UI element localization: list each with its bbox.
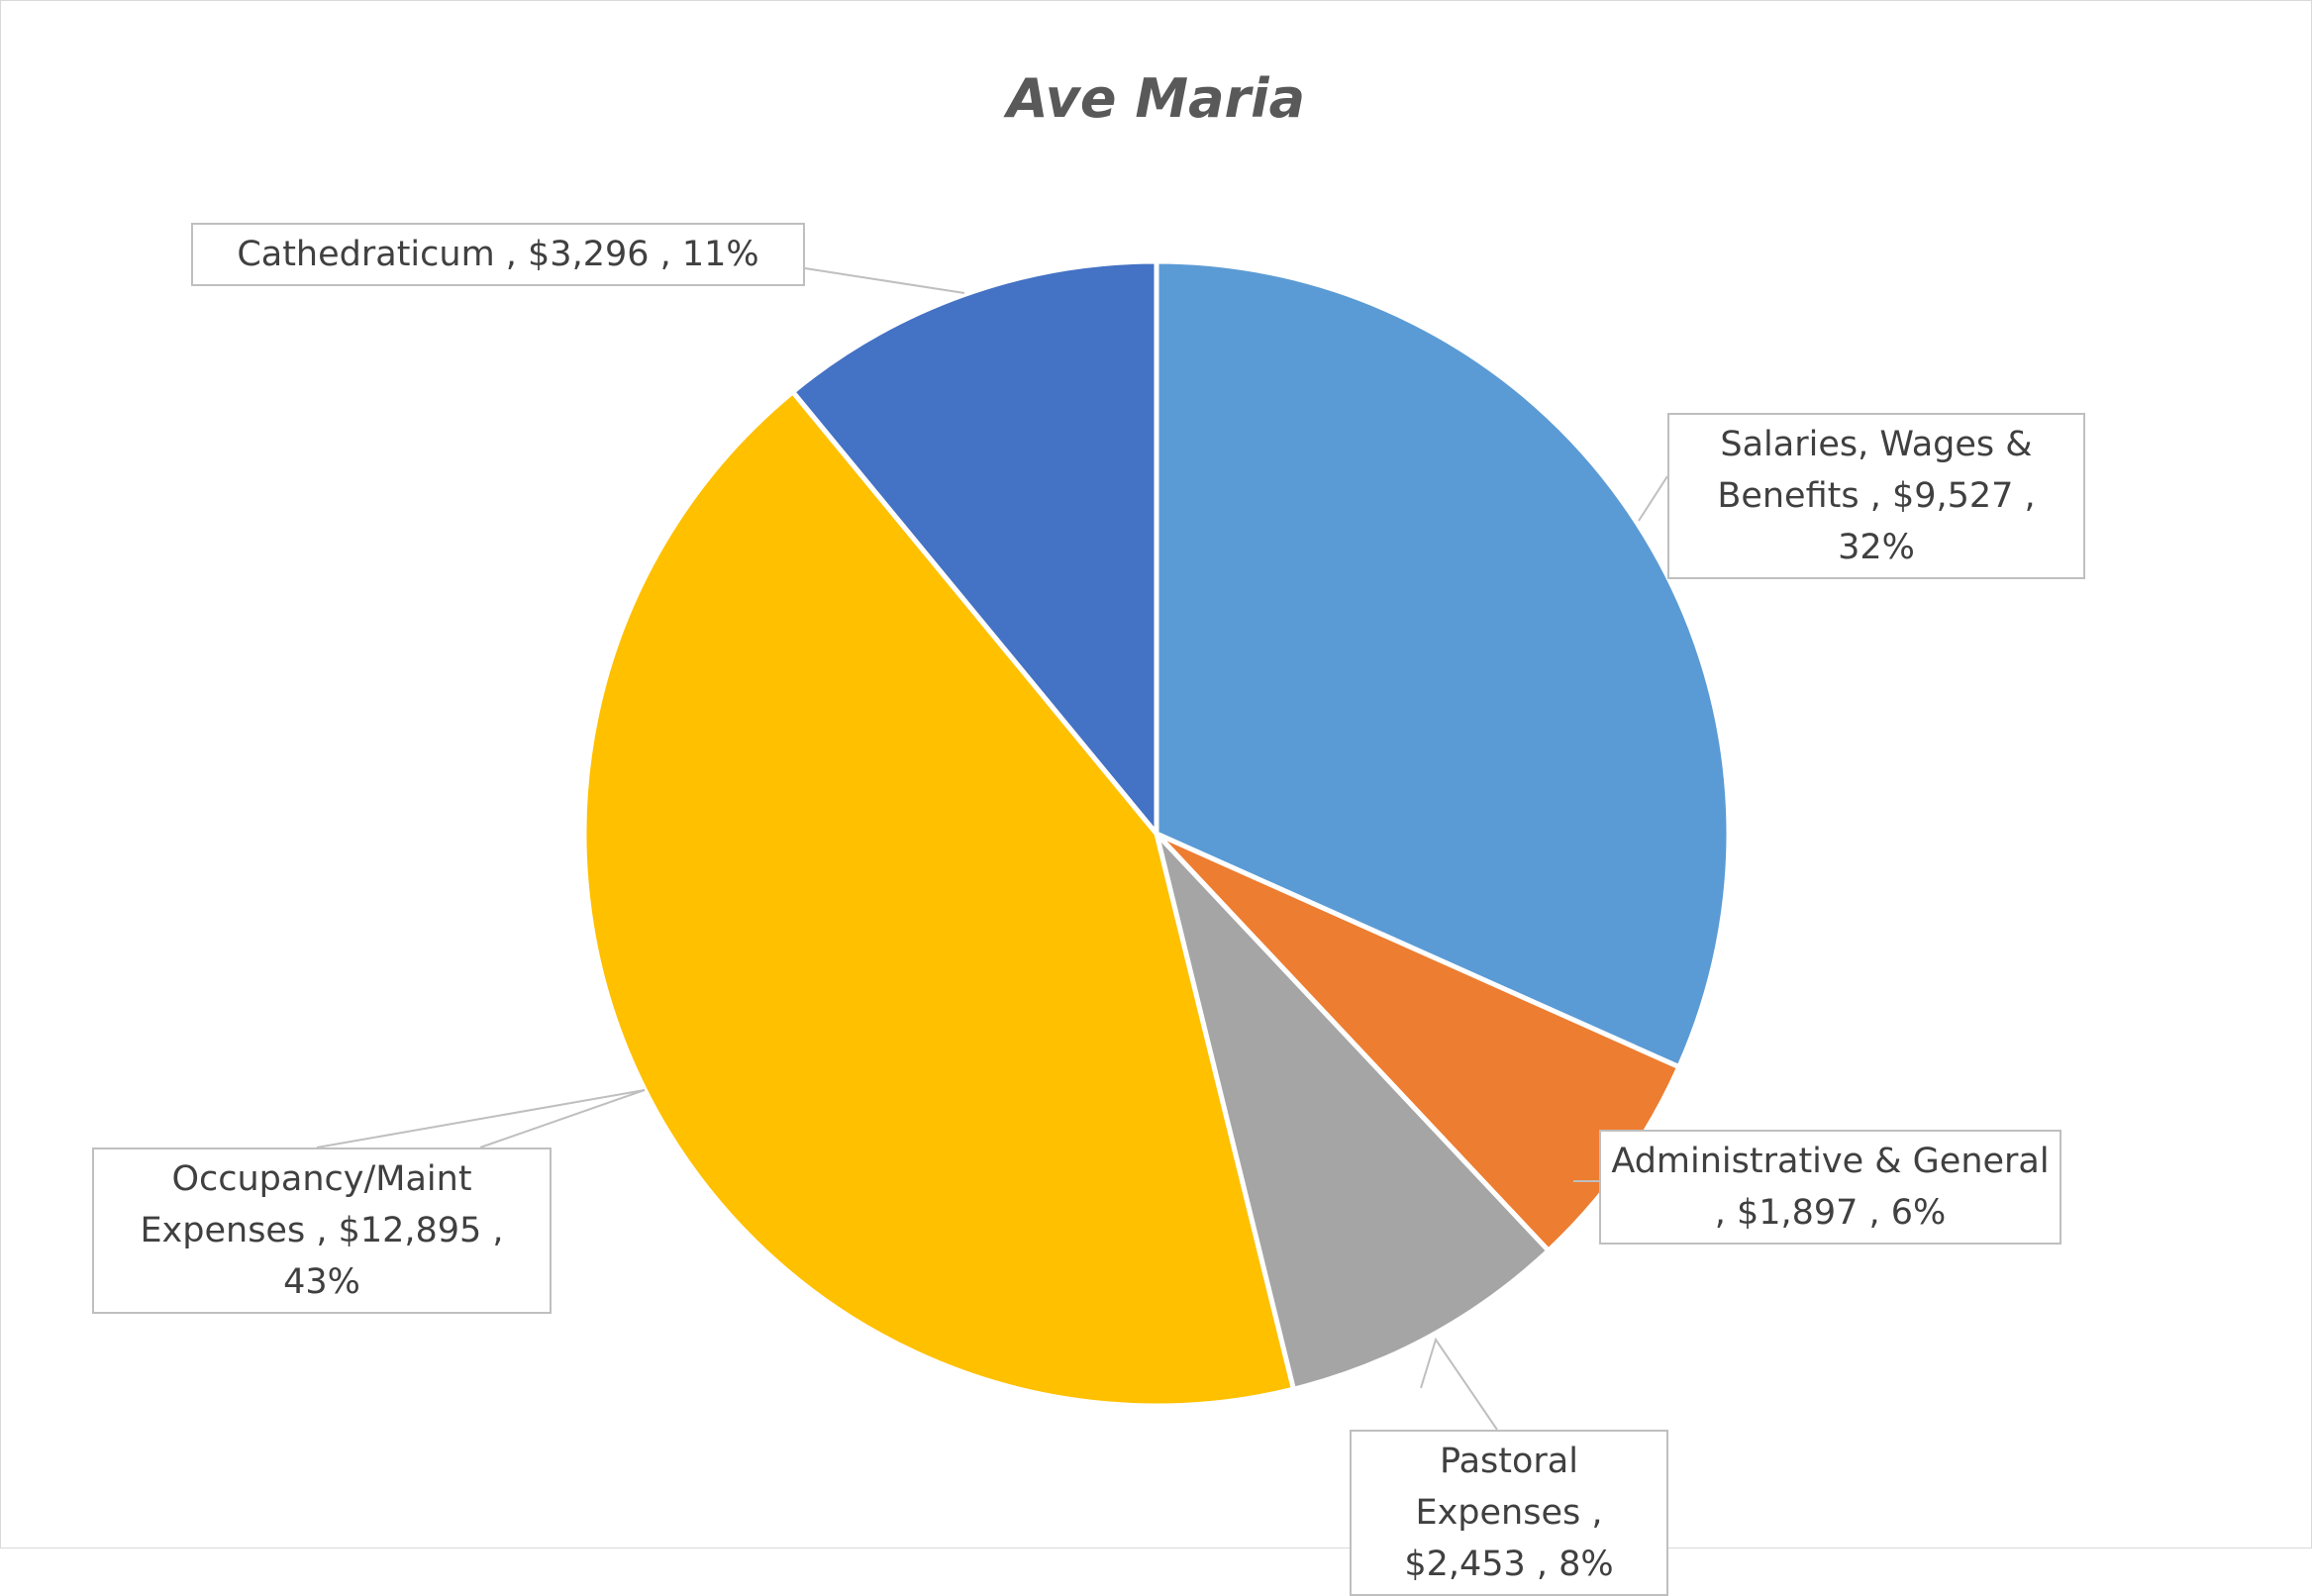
slice-cathedraticum [790, 258, 1159, 837]
data-label-pastoral: Pastoral Expenses , $2,453 , 8% [1350, 1430, 1668, 1596]
leader-line-pastoral [1420, 1337, 1498, 1431]
leader-line-occupancy [316, 1089, 646, 1148]
leader-line-salaries [1638, 475, 1668, 522]
chart-title: Ave Maria [1006, 67, 1306, 130]
slice-salaries [1154, 258, 1732, 1070]
leader-line-cathedraticum [804, 267, 965, 294]
data-label-administrative: Administrative & General , $1,897 , 6% [1599, 1130, 2061, 1245]
data-label-salaries: Salaries, Wages & Benefits , $9,527 , 32… [1667, 413, 2085, 579]
pie-chart [316, 258, 1732, 1431]
slice-pastoral [1154, 831, 1552, 1392]
slice-occupancy [581, 389, 1296, 1409]
data-label-occupancy: Occupancy/Maint Expenses , $12,895 , 43% [92, 1147, 552, 1314]
data-label-cathedraticum: Cathedraticum , $3,296 , 11% [191, 223, 805, 286]
